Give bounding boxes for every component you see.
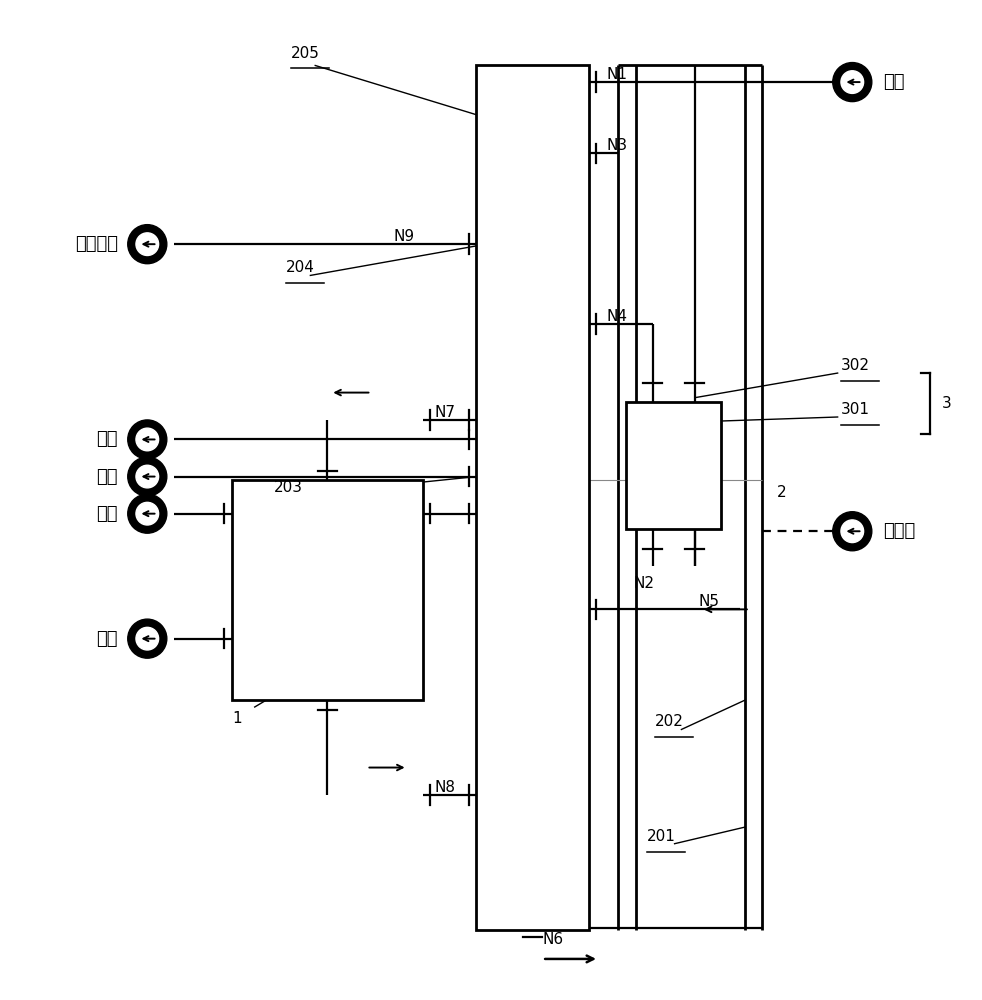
Bar [232, 480, 422, 700]
Circle shape [833, 63, 872, 102]
Circle shape [833, 512, 872, 551]
Text: 203: 203 [274, 480, 303, 495]
Circle shape [136, 428, 159, 451]
Text: 甲醇: 甲醇 [884, 73, 905, 91]
Text: 3: 3 [942, 396, 952, 411]
Text: 冷水: 冷水 [96, 468, 118, 486]
Circle shape [136, 233, 159, 255]
Text: 热水: 热水 [96, 430, 118, 448]
Text: 产品氢气: 产品氢气 [75, 235, 118, 253]
Circle shape [128, 494, 167, 533]
Text: 热源: 热源 [96, 505, 118, 523]
Circle shape [128, 420, 167, 459]
Text: 201: 201 [647, 829, 676, 844]
Circle shape [136, 502, 159, 525]
Text: 2: 2 [777, 485, 787, 500]
Text: N8: N8 [434, 780, 456, 795]
Text: 1: 1 [232, 711, 242, 726]
Circle shape [841, 520, 863, 543]
Text: 脱盐水: 脱盐水 [884, 522, 916, 540]
Circle shape [128, 225, 167, 264]
Text: N1: N1 [606, 67, 627, 82]
Text: N5: N5 [698, 594, 719, 609]
Circle shape [128, 619, 167, 658]
Text: 204: 204 [286, 260, 315, 275]
Circle shape [841, 71, 863, 93]
Text: 热源: 热源 [96, 630, 118, 648]
Circle shape [136, 465, 159, 488]
Text: 302: 302 [841, 358, 870, 373]
Text: 205: 205 [291, 46, 320, 61]
Circle shape [128, 457, 167, 496]
Text: 301: 301 [841, 402, 870, 417]
Text: 202: 202 [655, 714, 683, 729]
Bar [476, 65, 588, 930]
Text: N6: N6 [542, 932, 564, 947]
Circle shape [136, 627, 159, 650]
Text: N4: N4 [606, 309, 627, 324]
Text: N9: N9 [394, 229, 414, 244]
Text: N3: N3 [606, 138, 627, 153]
Bar [626, 402, 722, 529]
Text: N2: N2 [633, 576, 654, 591]
Text: N7: N7 [434, 405, 456, 420]
